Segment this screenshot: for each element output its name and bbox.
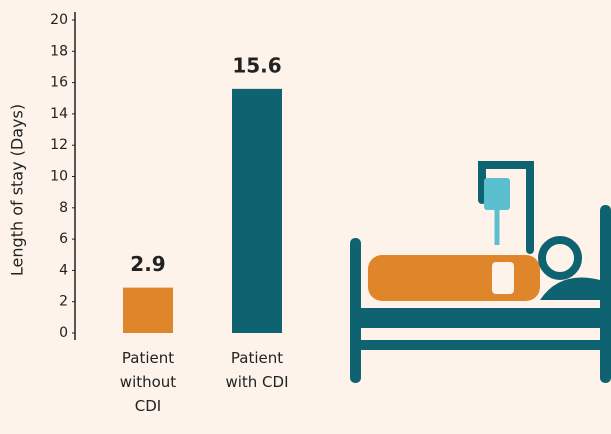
x-tick-label: Patient without CDI — [115, 346, 181, 418]
y-tick-label: 6 — [59, 231, 68, 247]
y-tick-label: 10 — [50, 169, 68, 185]
bar — [123, 288, 173, 333]
patient-head — [542, 240, 578, 276]
y-axis-label: Length of stay (Days) — [8, 104, 27, 276]
y-tick-label: 18 — [50, 43, 68, 59]
page: Length of stay (Days) 0 2 4 6 8 10 12 14 16 18 20 2… — [0, 0, 611, 434]
y-tick-label: 20 — [50, 12, 68, 28]
patient-hand — [492, 262, 514, 294]
y-tick-label: 16 — [50, 75, 68, 91]
bed-mattress — [355, 308, 611, 328]
bar — [232, 89, 282, 333]
y-tick-label: 12 — [50, 137, 68, 153]
y-tick-label: 2 — [59, 294, 68, 310]
y-tick-label: 4 — [59, 262, 68, 278]
bed-post — [600, 205, 611, 383]
bed-illustration — [350, 165, 611, 383]
value-label: 15.6 — [232, 53, 281, 77]
y-tick-label: 0 — [59, 325, 68, 341]
value-label: 2.9 — [130, 252, 165, 276]
patient-body — [368, 255, 540, 301]
y-tick-label: 14 — [50, 106, 68, 122]
pillow — [540, 278, 600, 301]
bed-rail — [355, 340, 611, 350]
iv-bag — [484, 178, 510, 210]
chart: Length of stay (Days) 0 2 4 6 8 10 12 14 16 18 20 2… — [0, 0, 611, 434]
y-tick-label: 8 — [59, 200, 68, 216]
x-tick-label: Patient with CDI — [224, 346, 290, 394]
